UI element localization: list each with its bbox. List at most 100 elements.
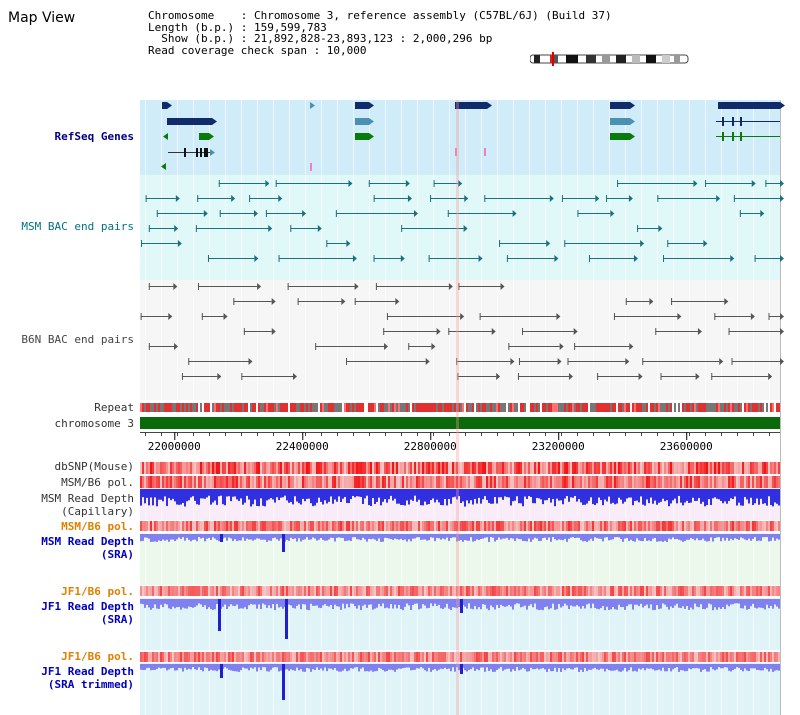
polymorphism-cell [498, 476, 500, 488]
capillary-depth-bar [662, 489, 664, 499]
jf1-sra-depth-bar [236, 599, 238, 605]
polymorphism-cell [364, 521, 366, 531]
repeat-cell [156, 403, 158, 412]
capillary-depth-bar [256, 489, 258, 506]
polymorphism-cell [678, 586, 680, 596]
polymorphism-cell [312, 586, 314, 596]
msm-bac-arrow [751, 180, 756, 187]
polymorphism-cell [388, 521, 390, 531]
polymorphism-cell [478, 476, 480, 488]
b6n-bac-arrow [559, 343, 564, 350]
polymorphism-cell [632, 476, 634, 488]
jf1-trim-depth-bar [402, 664, 404, 669]
polymorphism-cell [296, 462, 298, 474]
polymorphism-cell [528, 462, 530, 474]
polymorphism-cell [612, 476, 614, 488]
polymorphism-cell [238, 652, 240, 662]
jf1-trim-depth-bar [188, 664, 190, 669]
repeat-cell [400, 403, 402, 412]
jf1-trim-depth-bar [626, 664, 628, 672]
polymorphism-cell [322, 521, 324, 531]
b6n-bac-end [519, 358, 521, 365]
polymorphism-cell [190, 652, 192, 662]
jf1-trim-depth-bar [368, 664, 370, 672]
polymorphism-cell [538, 462, 540, 474]
msm-bac-end [657, 195, 659, 202]
polymorphism-cell [688, 586, 690, 596]
polymorphism-cell [704, 462, 706, 474]
jf1-sra-depth-bar [776, 599, 778, 607]
capillary-depth-bar [610, 489, 612, 504]
repeat-cell [760, 403, 762, 412]
polymorphism-cell [422, 462, 424, 474]
polymorphism-cell [660, 652, 662, 662]
polymorphism-cell [574, 476, 576, 488]
polymorphism-cell [324, 521, 326, 531]
jf1-trim-depth-bar [404, 664, 406, 668]
msm-sra-depth-bar [194, 534, 196, 540]
msm-bac-end [278, 255, 280, 262]
polymorphism-cell [180, 652, 182, 662]
capillary-depth-bar [684, 489, 686, 503]
jf1-trim-depth-bar [224, 664, 226, 668]
polymorphism-cell [278, 521, 280, 531]
polymorphism-cell [590, 586, 592, 596]
msm-bac-arrow [716, 195, 721, 202]
msm-bac-pairs[interactable] [141, 180, 784, 262]
polymorphism-cell [750, 652, 752, 662]
polymorphism-cell [622, 462, 624, 474]
chromosome-ideogram[interactable] [530, 52, 690, 66]
jf1-sra-depth-bar [352, 599, 354, 604]
repeat-cell [482, 403, 484, 412]
polymorphism-cell [420, 521, 422, 531]
polymorphism-cell [196, 586, 198, 596]
b6n-bac-link [383, 331, 437, 332]
polymorphism-cell [228, 476, 230, 488]
polymorphism-cell [476, 476, 478, 488]
msm-sra-depth-bar [330, 534, 332, 538]
polymorphism-cell [694, 462, 696, 474]
jf1-sra-depth-bar [500, 599, 502, 605]
polymorphism-cell [426, 521, 428, 531]
refseq-genes[interactable] [161, 102, 785, 171]
b6n-bac-end [383, 328, 385, 335]
polymorphism-cell [442, 652, 444, 662]
msm-bac-link [207, 258, 255, 259]
repeat-cell [762, 403, 764, 412]
jf1-sra-depth-bar [340, 599, 342, 610]
jf1-sra-depth-bar [160, 599, 162, 605]
polymorphism-cell [656, 462, 658, 474]
msm-bac-end [705, 180, 707, 187]
repeat-cell [524, 403, 526, 412]
msm-bac-end [733, 195, 735, 202]
repeat-cell [348, 403, 350, 412]
polymorphism-cell [310, 462, 312, 474]
polymorphism-cell [352, 462, 354, 474]
polymorphism-cell [346, 652, 348, 662]
polymorphism-cell [402, 476, 404, 488]
b6n-bac-pairs[interactable] [140, 283, 784, 380]
capillary-depth-bar [624, 489, 626, 502]
polymorphism-cell [680, 521, 682, 531]
polymorphism-cell [698, 586, 700, 596]
polymorphism-cell [330, 586, 332, 596]
polymorphism-cell [280, 462, 282, 474]
repeat-cell [196, 403, 198, 412]
msm-sra-depth-bar [776, 534, 778, 539]
polymorphism-cell [542, 462, 544, 474]
msm-sra-depth-bar [534, 534, 536, 538]
msm-sra-depth-bar [626, 534, 628, 539]
polymorphism-cell [436, 586, 438, 596]
jf1-trim-depth-bar [298, 664, 300, 671]
repeat-cell [302, 403, 304, 412]
polymorphism-cell [514, 462, 516, 474]
polymorphism-cell [686, 521, 688, 531]
polymorphism-cell [550, 476, 552, 488]
msm-sra-depth-bar [322, 534, 324, 540]
repeat-cell [324, 403, 326, 412]
repeat-cell [250, 403, 252, 412]
polymorphism-cell [210, 521, 212, 531]
jf1-trim-depth-bar [302, 664, 304, 672]
repeat-cell [334, 403, 336, 412]
